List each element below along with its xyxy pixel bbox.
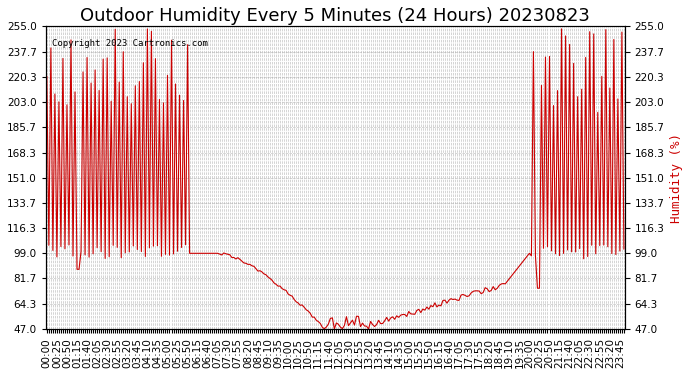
Y-axis label: Humidity (%): Humidity (%) — [670, 133, 683, 223]
Text: Copyright 2023 Cartronics.com: Copyright 2023 Cartronics.com — [52, 39, 208, 48]
Title: Outdoor Humidity Every 5 Minutes (24 Hours) 20230823: Outdoor Humidity Every 5 Minutes (24 Hou… — [81, 7, 591, 25]
